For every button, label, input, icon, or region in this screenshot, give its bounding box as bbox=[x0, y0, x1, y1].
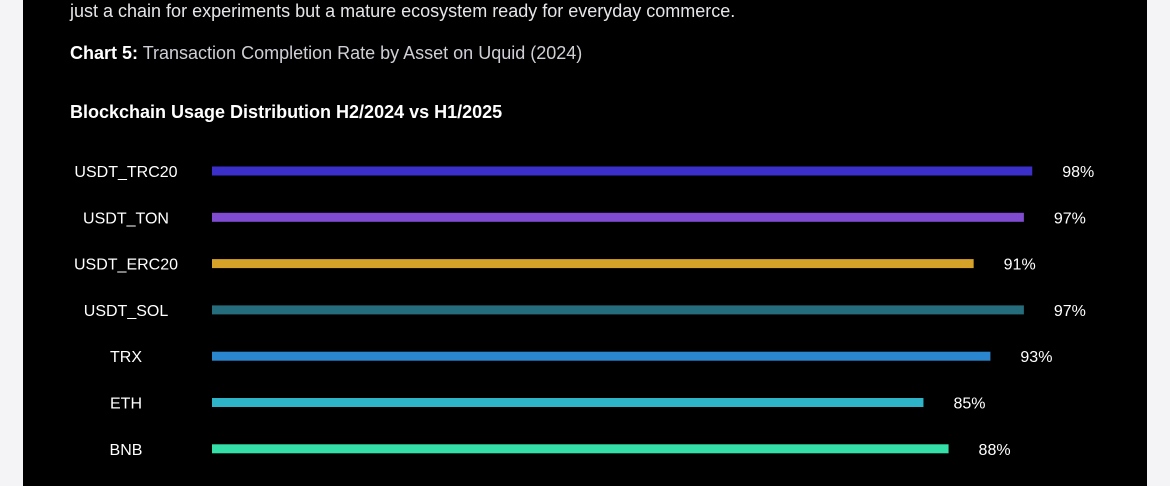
category-label: TRX bbox=[110, 349, 142, 366]
category-label: USDT_ERC20 bbox=[74, 257, 178, 274]
value-label: 93% bbox=[1020, 349, 1052, 366]
bar bbox=[212, 398, 924, 407]
bar bbox=[212, 259, 974, 269]
bar-chart: USDT_TRC20 98% USDT_TON 97% USDT_ERC20 91% USD… bbox=[74, 164, 1094, 459]
value-label: 97% bbox=[1054, 210, 1086, 227]
caption-text: Transaction Completion Rate by Asset on … bbox=[138, 43, 583, 63]
bar bbox=[212, 351, 991, 361]
bar bbox=[212, 305, 1024, 315]
category-label: USDT_TRC20 bbox=[74, 164, 177, 181]
intro-paragraph: just a chain for experiments but a matur… bbox=[70, 1, 736, 21]
value-label: 97% bbox=[1054, 303, 1086, 320]
category-label: ETH bbox=[110, 396, 142, 413]
value-label: 98% bbox=[1062, 164, 1094, 181]
article-card: just a chain for experiments but a matur… bbox=[23, 0, 1147, 486]
value-label: 88% bbox=[979, 442, 1011, 459]
category-label: USDT_SOL bbox=[84, 303, 169, 320]
value-label: 85% bbox=[953, 396, 985, 413]
chart-caption: Chart 5: Transaction Completion Rate by … bbox=[70, 41, 582, 65]
category-label: USDT_TON bbox=[83, 210, 169, 227]
caption-label: Chart 5: bbox=[70, 43, 139, 63]
category-label: BNB bbox=[110, 442, 143, 459]
bar bbox=[212, 212, 1024, 222]
bar bbox=[212, 444, 949, 454]
value-label: 91% bbox=[1004, 257, 1036, 274]
bar bbox=[212, 166, 1033, 176]
chart-title: Blockchain Usage Distribution H2/2024 vs… bbox=[70, 102, 503, 122]
